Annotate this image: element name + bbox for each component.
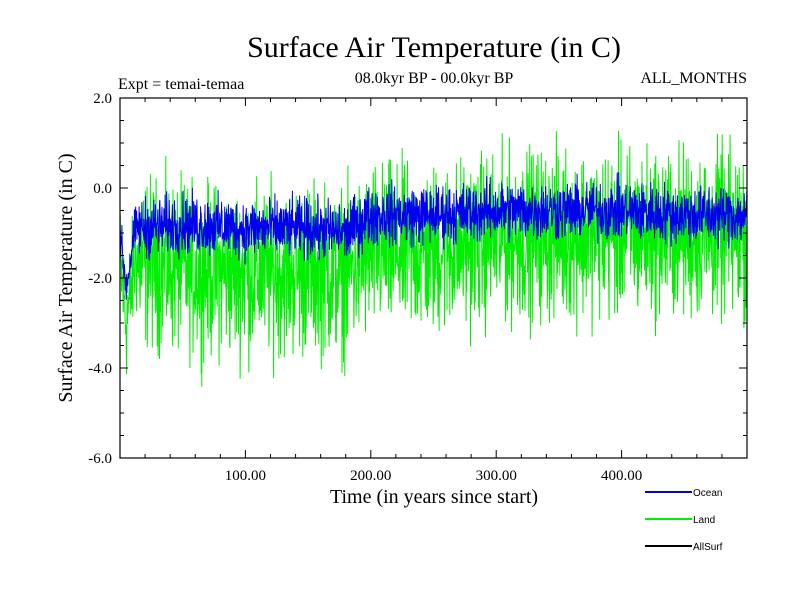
series-line-ocean bbox=[119, 172, 748, 300]
y-tick-label: 2.0 bbox=[93, 91, 112, 107]
y-tick-label: -6.0 bbox=[88, 451, 112, 467]
legend-label-ocean: Ocean bbox=[693, 488, 722, 499]
legend: Ocean Land AllSurf bbox=[645, 488, 723, 553]
y-tick-label: -4.0 bbox=[88, 361, 112, 377]
y-axis-label: Surface Air Temperature (in C) bbox=[55, 153, 77, 402]
months-label: ALL_MONTHS bbox=[640, 70, 747, 87]
legend-label-allsurf: AllSurf bbox=[693, 542, 723, 553]
y-tick-label: -2.0 bbox=[88, 271, 112, 287]
x-tick-label: 300.00 bbox=[476, 468, 517, 484]
period-label: 08.0kyr BP - 00.0kyr BP bbox=[355, 70, 514, 87]
x-tick-label: 100.00 bbox=[225, 468, 266, 484]
experiment-label: Expt = temai-temaa bbox=[118, 76, 244, 93]
series-line-land bbox=[119, 130, 748, 387]
x-tick-label: 400.00 bbox=[601, 468, 642, 484]
tick-layer: 100.00 200.00 300.00 400.00 2.0 0.0 -2.0 -4.0 -6… bbox=[88, 91, 747, 484]
x-axis-label: Time (in years since start) bbox=[330, 486, 538, 508]
x-tick-label: 200.00 bbox=[350, 468, 391, 484]
y-tick-label: 0.0 bbox=[93, 181, 112, 197]
chart-title: Surface Air Temperature (in C) bbox=[247, 31, 621, 64]
legend-label-land: Land bbox=[693, 515, 715, 526]
series-layer bbox=[119, 130, 748, 387]
